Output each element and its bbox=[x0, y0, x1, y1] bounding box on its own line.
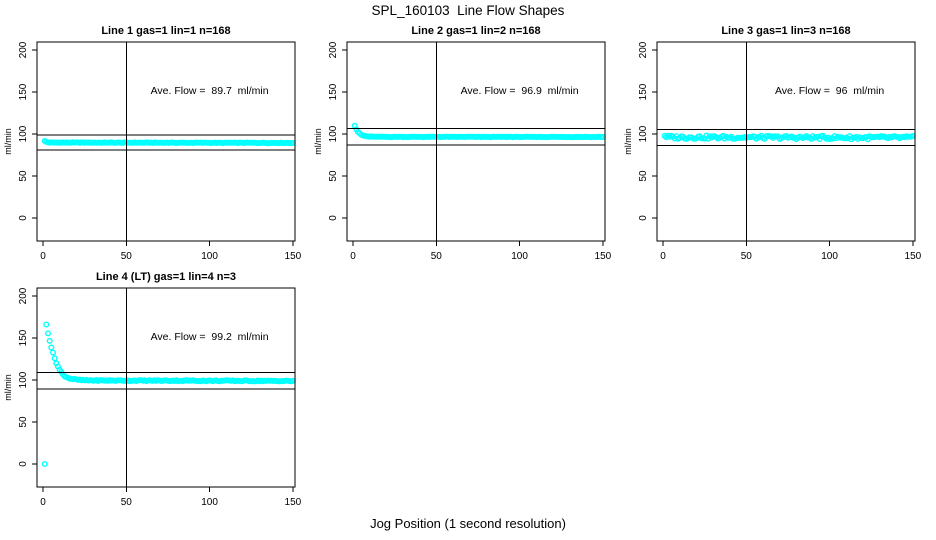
x-tick-label: 0 bbox=[660, 251, 666, 262]
x-tick-label: 0 bbox=[350, 251, 356, 262]
panel-title: Line 4 (LT) gas=1 lin=4 n=3 bbox=[96, 271, 236, 283]
panel-title: Line 3 gas=1 lin=3 n=168 bbox=[721, 25, 850, 37]
x-tick-label: 0 bbox=[40, 251, 46, 262]
ave-flow-annotation: Ave. Flow = 89.7 ml/min bbox=[151, 85, 269, 97]
panel-box bbox=[346, 41, 606, 242]
y-tick-label: 100 bbox=[638, 125, 649, 142]
x-tick-label: 100 bbox=[201, 497, 218, 508]
y-tick-label: 200 bbox=[18, 287, 29, 304]
data-point bbox=[46, 337, 53, 344]
y-tick-label: 100 bbox=[18, 125, 29, 142]
x-tick-label: 150 bbox=[285, 497, 302, 508]
panel-3: Line 3 gas=1 lin=3 n=168 0 50 100 150 0 50 100 1… bbox=[623, 25, 922, 262]
panel-title: Line 2 gas=1 lin=2 n=168 bbox=[411, 25, 540, 37]
data-point bbox=[48, 344, 55, 351]
y-axis-label: ml/min bbox=[3, 128, 13, 155]
x-tick-label: 150 bbox=[285, 251, 302, 262]
x-tick-label: 0 bbox=[40, 497, 46, 508]
y-tick-label: 50 bbox=[638, 170, 649, 182]
y-axis-label: ml/min bbox=[623, 128, 633, 155]
data-points bbox=[661, 132, 916, 143]
y-tick-label: 150 bbox=[638, 83, 649, 100]
panel-title: Line 1 gas=1 lin=1 n=168 bbox=[101, 25, 230, 37]
data-points bbox=[41, 321, 296, 468]
y-tick-label: 100 bbox=[328, 125, 339, 142]
panel-1: Line 1 gas=1 lin=1 n=168 0 50 100 150 0 50 100 1… bbox=[3, 25, 302, 262]
ave-flow-annotation: Ave. Flow = 96.9 ml/min bbox=[461, 85, 579, 97]
ave-flow-annotation: Ave. Flow = 96 ml/min bbox=[775, 85, 884, 97]
outlier-point bbox=[41, 461, 48, 468]
y-tick-label: 150 bbox=[328, 83, 339, 100]
main-title: SPL_160103 Line Flow Shapes bbox=[371, 3, 565, 18]
y-tick-label: 0 bbox=[18, 215, 29, 221]
y-tick-label: 0 bbox=[328, 215, 339, 221]
y-tick-label: 200 bbox=[638, 41, 649, 58]
ave-flow-annotation: Ave. Flow = 99.2 ml/min bbox=[151, 331, 269, 343]
x-tick-label: 150 bbox=[595, 251, 612, 262]
data-point bbox=[43, 321, 50, 328]
data-point bbox=[50, 349, 57, 356]
data-point bbox=[51, 355, 58, 362]
panel-box bbox=[656, 41, 916, 242]
data-point bbox=[45, 330, 52, 337]
y-axis-label: ml/min bbox=[3, 374, 13, 401]
y-tick-label: 0 bbox=[18, 461, 29, 467]
data-points bbox=[41, 137, 296, 147]
x-tick-label: 50 bbox=[431, 251, 443, 262]
y-tick-label: 150 bbox=[18, 329, 29, 346]
x-tick-label: 50 bbox=[121, 251, 133, 262]
y-tick-label: 50 bbox=[328, 170, 339, 182]
data-points bbox=[351, 122, 606, 141]
y-tick-label: 50 bbox=[18, 170, 29, 182]
y-tick-label: 200 bbox=[18, 41, 29, 58]
x-tick-label: 150 bbox=[905, 251, 922, 262]
y-tick-label: 150 bbox=[18, 83, 29, 100]
panel-box bbox=[36, 41, 296, 242]
y-tick-label: 0 bbox=[638, 215, 649, 221]
y-tick-label: 50 bbox=[18, 416, 29, 428]
y-tick-label: 100 bbox=[18, 371, 29, 388]
y-tick-label: 200 bbox=[328, 41, 339, 58]
y-axis-label: ml/min bbox=[313, 128, 323, 155]
panel-4: Line 4 (LT) gas=1 lin=4 n=3 0 50 100 150 0 50 1… bbox=[3, 271, 302, 508]
x-tick-label: 100 bbox=[201, 251, 218, 262]
x-tick-label: 100 bbox=[821, 251, 838, 262]
x-tick-label: 100 bbox=[511, 251, 528, 262]
x-tick-label: 50 bbox=[741, 251, 753, 262]
x-tick-label: 50 bbox=[121, 497, 133, 508]
panel-2: Line 2 gas=1 lin=2 n=168 0 50 100 150 0 50 100 1… bbox=[313, 25, 612, 262]
panel-box bbox=[36, 287, 296, 488]
x-axis-label: Jog Position (1 second resolution) bbox=[370, 516, 566, 531]
